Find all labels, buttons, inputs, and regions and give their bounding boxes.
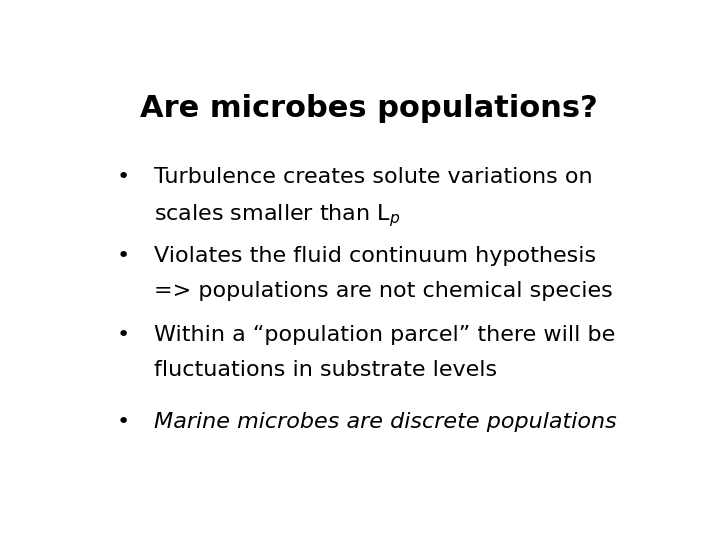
Text: => populations are not chemical species: => populations are not chemical species: [154, 281, 613, 301]
Text: Marine microbes are discrete populations: Marine microbes are discrete populations: [154, 412, 617, 432]
Text: Turbulence creates solute variations on: Turbulence creates solute variations on: [154, 167, 593, 187]
Text: Violates the fluid continuum hypothesis: Violates the fluid continuum hypothesis: [154, 246, 596, 266]
Text: fluctuations in substrate levels: fluctuations in substrate levels: [154, 360, 498, 380]
Text: scales smaller than L$_p$: scales smaller than L$_p$: [154, 202, 401, 229]
Text: •: •: [117, 325, 130, 345]
Text: Are microbes populations?: Are microbes populations?: [140, 94, 598, 123]
Text: Within a “population parcel” there will be: Within a “population parcel” there will …: [154, 325, 616, 345]
Text: •: •: [117, 412, 130, 432]
Text: •: •: [117, 167, 130, 187]
Text: •: •: [117, 246, 130, 266]
